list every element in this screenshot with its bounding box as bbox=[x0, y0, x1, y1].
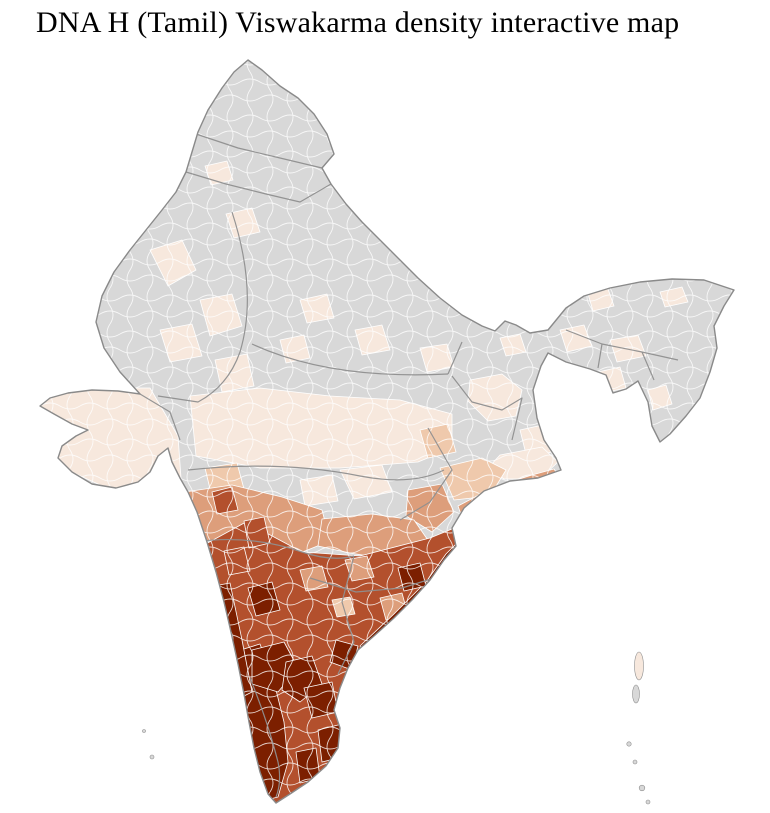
lakshadweep-islands[interactable] bbox=[142, 729, 155, 760]
district-borders-mesh bbox=[40, 60, 734, 803]
island[interactable] bbox=[645, 799, 651, 805]
andaman-nicobar-islands[interactable] bbox=[626, 651, 651, 805]
island[interactable] bbox=[634, 651, 644, 681]
state-borders bbox=[139, 133, 679, 798]
island[interactable] bbox=[632, 684, 640, 704]
island[interactable] bbox=[142, 729, 146, 733]
island[interactable] bbox=[149, 754, 155, 760]
island[interactable] bbox=[632, 759, 638, 765]
page-title: DNA H (Tamil) Viswakarma density interac… bbox=[36, 6, 680, 39]
india-outline bbox=[39, 59, 735, 804]
island[interactable] bbox=[638, 784, 646, 792]
island[interactable] bbox=[626, 741, 632, 747]
